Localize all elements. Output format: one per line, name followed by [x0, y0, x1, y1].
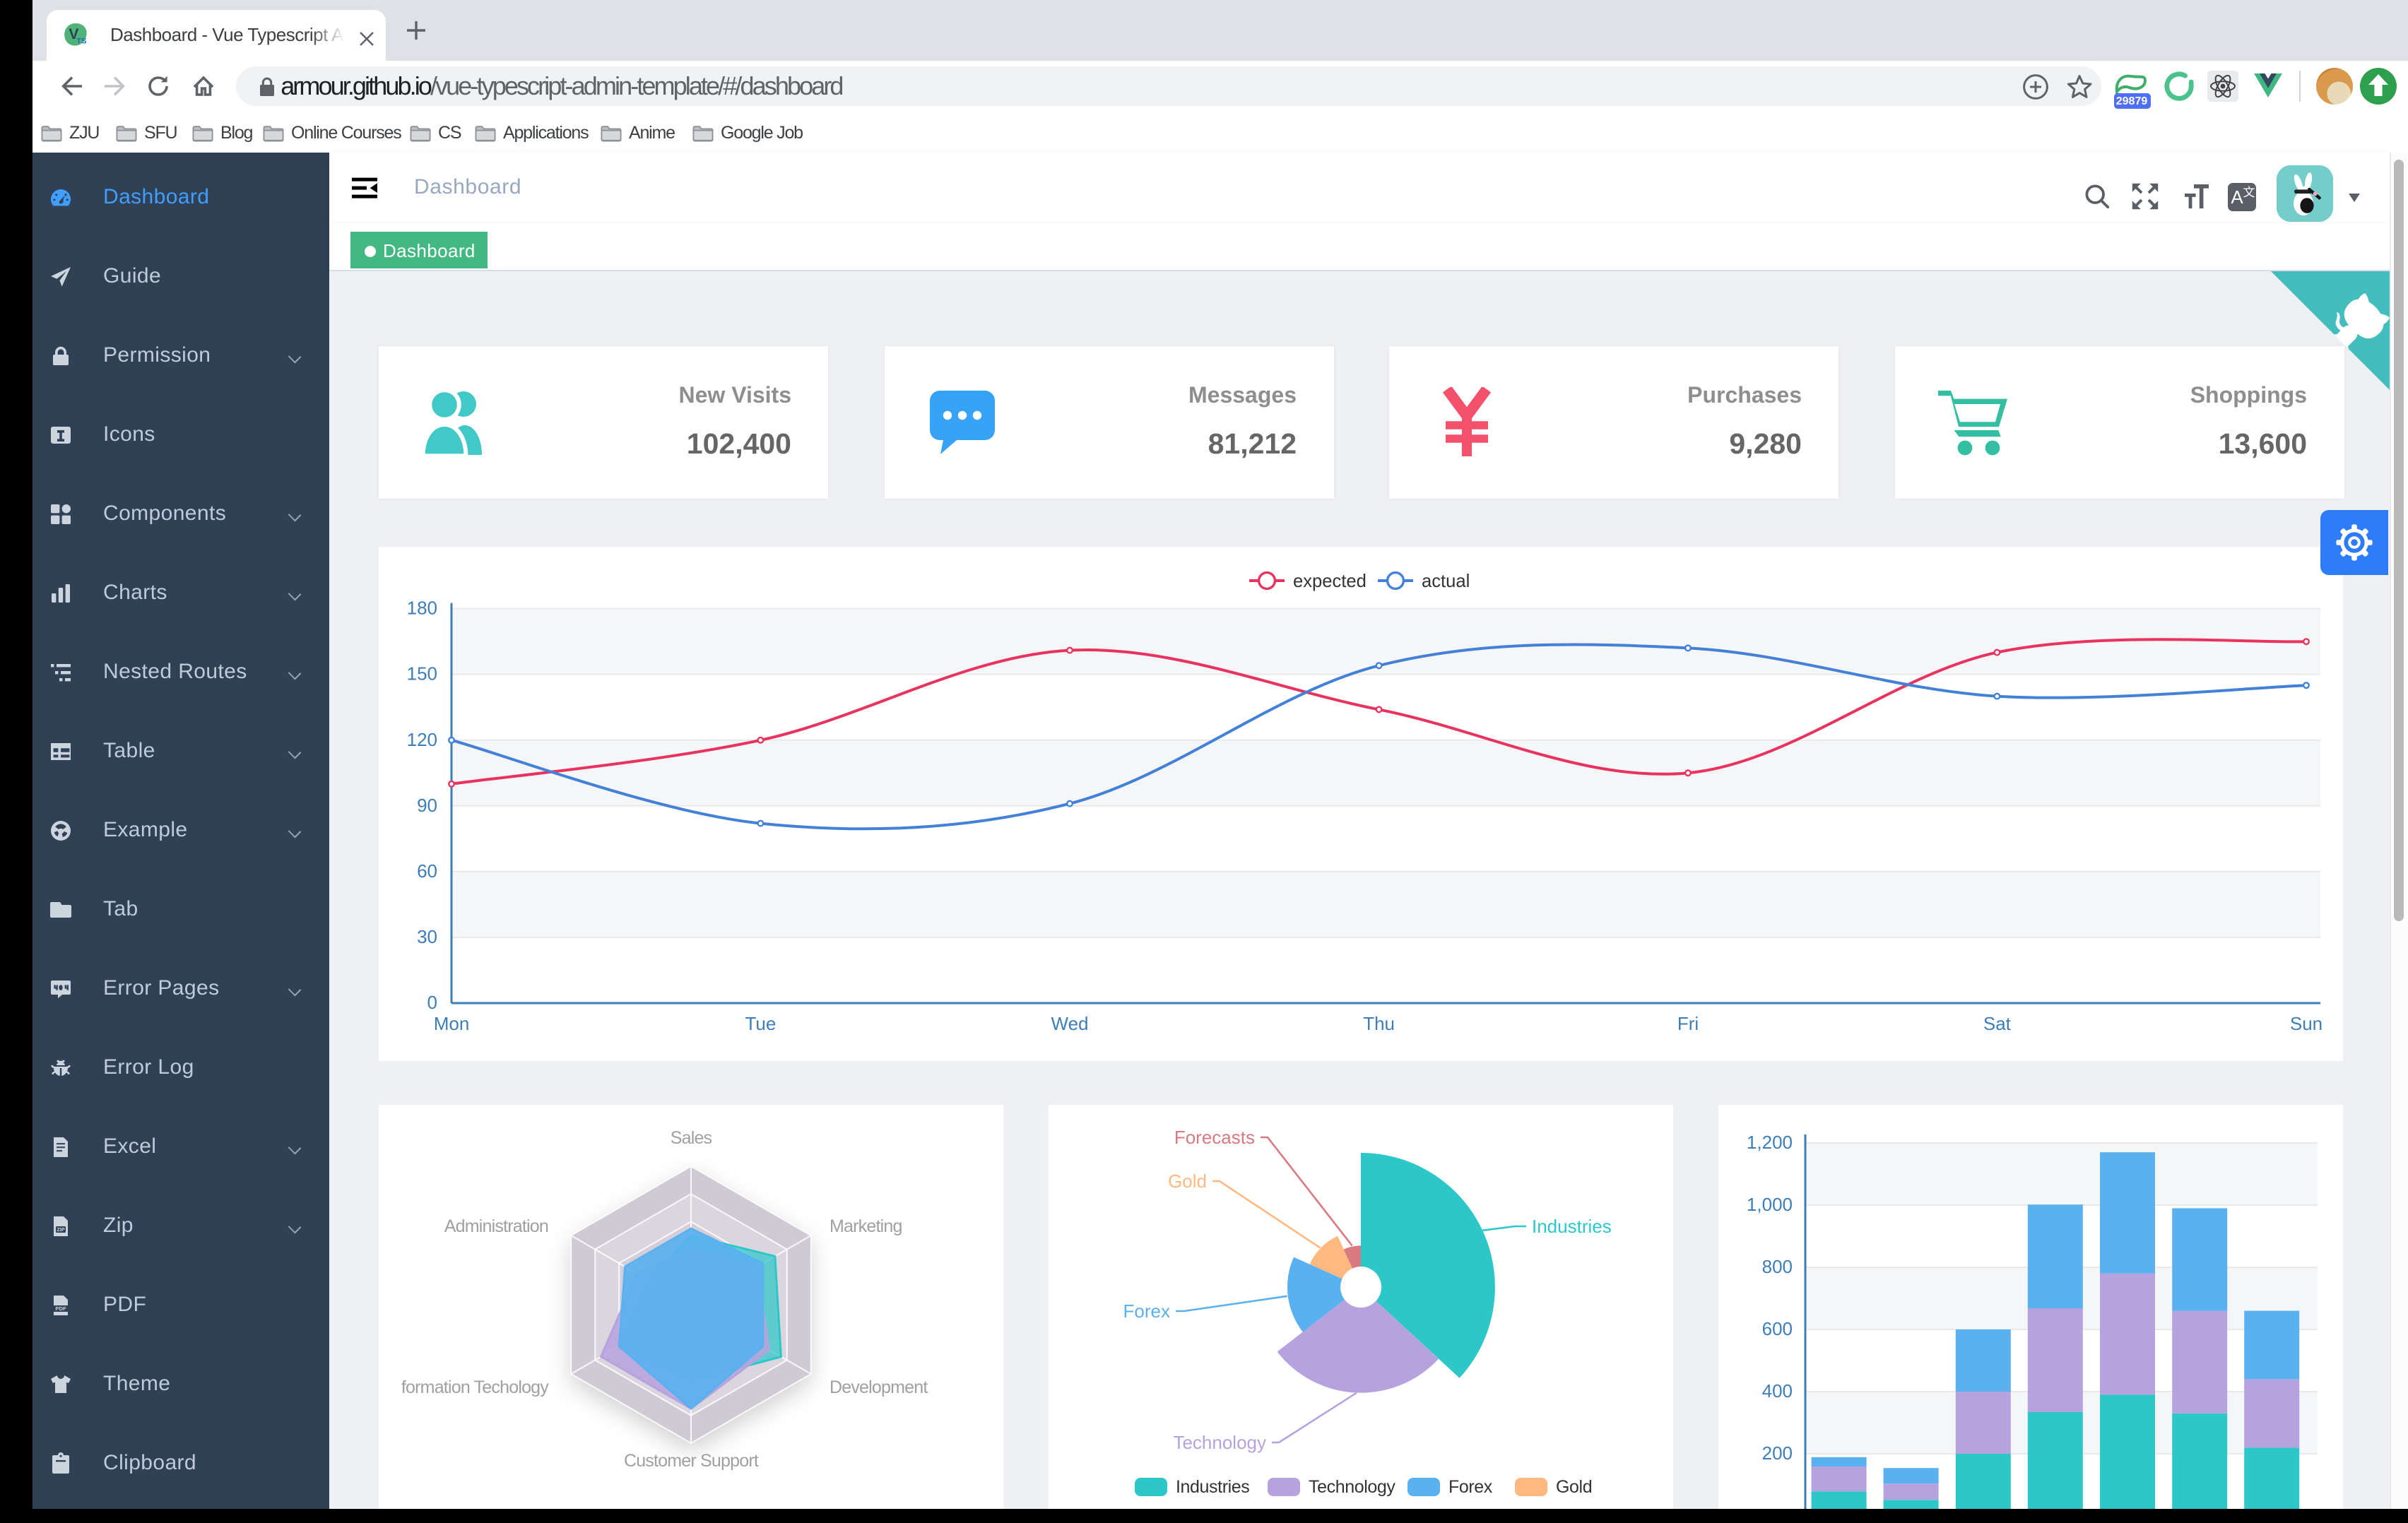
svg-text:A: A: [2231, 186, 2243, 207]
svg-text:Sun: Sun: [2290, 1013, 2323, 1034]
svg-text:V: V: [69, 26, 78, 42]
svg-text:TS: TS: [76, 37, 86, 46]
svg-text:Sales: Sales: [671, 1128, 712, 1148]
svg-text:actual: actual: [1422, 571, 1470, 591]
svg-text:Technology: Technology: [1173, 1432, 1266, 1453]
svg-text:Forecasts: Forecasts: [1174, 1127, 1255, 1148]
svg-text:30: 30: [417, 926, 437, 947]
svg-text:Fri: Fri: [1677, 1013, 1699, 1034]
svg-text:Technology: Technology: [1309, 1477, 1395, 1497]
svg-text:expected: expected: [1293, 571, 1367, 591]
svg-text:400: 400: [1762, 1380, 1793, 1401]
svg-text:文: 文: [2243, 185, 2255, 198]
svg-text:Customer Support: Customer Support: [624, 1451, 759, 1471]
svg-text:60: 60: [417, 860, 437, 882]
svg-text:800: 800: [1762, 1256, 1793, 1277]
svg-text:Gold: Gold: [1168, 1171, 1207, 1192]
svg-text:PDF: PDF: [55, 1305, 66, 1312]
svg-text:Forex: Forex: [1123, 1300, 1170, 1322]
svg-text:Forex: Forex: [1448, 1477, 1493, 1497]
svg-text:90: 90: [417, 795, 437, 816]
svg-text:Sat: Sat: [1983, 1013, 2012, 1034]
svg-text:0: 0: [427, 992, 437, 1013]
svg-text:120: 120: [407, 729, 437, 750]
svg-text:1,000: 1,000: [1747, 1194, 1793, 1215]
svg-text:Gold: Gold: [1556, 1477, 1592, 1497]
svg-text:Tue: Tue: [745, 1013, 776, 1034]
svg-text:formation Techology: formation Techology: [401, 1377, 549, 1397]
svg-text:180: 180: [407, 598, 437, 619]
svg-text:Wed: Wed: [1051, 1013, 1089, 1034]
svg-text:ZIP: ZIP: [57, 1226, 64, 1233]
svg-text:Industries: Industries: [1532, 1216, 1612, 1237]
svg-text:Industries: Industries: [1176, 1477, 1249, 1497]
svg-text:600: 600: [1762, 1318, 1793, 1339]
svg-text:1,200: 1,200: [1747, 1132, 1793, 1153]
svg-text:Mon: Mon: [434, 1013, 470, 1034]
svg-text:200: 200: [1762, 1442, 1793, 1464]
svg-text:Marketing: Marketing: [830, 1216, 902, 1236]
svg-text:Thu: Thu: [1363, 1013, 1395, 1034]
svg-text:Administration: Administration: [444, 1216, 548, 1236]
svg-text:Development: Development: [830, 1377, 928, 1397]
svg-text:150: 150: [407, 663, 437, 685]
